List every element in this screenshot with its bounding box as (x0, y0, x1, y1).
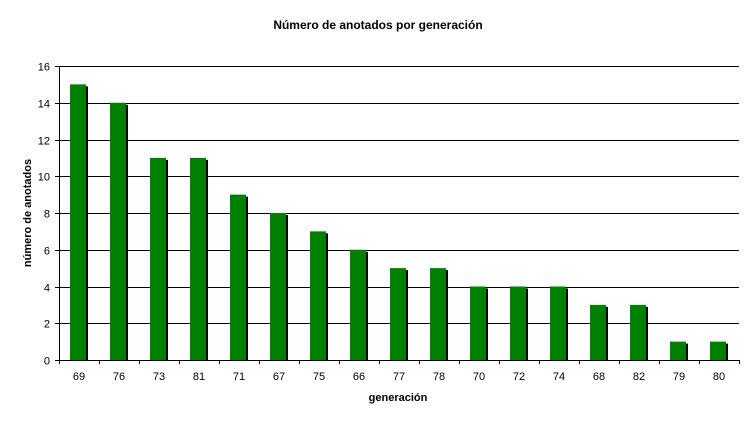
x-tick-labels: 69 76 73 81 71 67 75 66 77 78 70 72 74 68 82 79 80 (73, 371, 725, 383)
chart-title: Número de anotados por generación (273, 18, 482, 32)
x-tick-label: 78 (433, 371, 445, 383)
y-tick-label: 12 (38, 136, 50, 148)
y-tick-label: 14 (38, 99, 50, 111)
bar (670, 341, 686, 360)
y-tick-label: 4 (44, 283, 50, 295)
bar (430, 268, 446, 360)
y-tick-label: 2 (44, 319, 50, 331)
bar (230, 194, 246, 360)
bar (350, 249, 366, 360)
bar (470, 286, 486, 360)
y-tick-label: 8 (44, 209, 50, 221)
x-tick-label: 69 (73, 371, 85, 383)
x-tick-label: 76 (113, 371, 125, 383)
bar (630, 304, 646, 360)
bar (550, 286, 566, 360)
x-tick-label: 75 (313, 371, 325, 383)
bar (270, 213, 286, 360)
x-tick-label: 71 (233, 371, 245, 383)
x-tick-label: 70 (473, 371, 485, 383)
y-tick-label: 0 (44, 356, 50, 368)
bar (70, 84, 86, 360)
gridlines (59, 66, 739, 324)
y-tick-label: 16 (38, 62, 50, 74)
y-tick-labels: 0 2 4 6 8 10 12 14 16 (38, 62, 50, 368)
x-tick-label: 73 (153, 371, 165, 383)
axes (55, 66, 740, 364)
x-tick-label: 80 (713, 371, 725, 383)
x-tick-label: 74 (553, 371, 565, 383)
bar (150, 157, 166, 360)
y-tick-label: 6 (44, 246, 50, 258)
y-axis-label: número de anotados (22, 159, 34, 267)
bars (70, 84, 728, 360)
x-tick-label: 82 (633, 371, 645, 383)
bar (110, 102, 126, 360)
y-tick-label: 10 (38, 172, 50, 184)
x-tick-label: 72 (513, 371, 525, 383)
bar (710, 341, 726, 360)
x-tick-label: 81 (193, 371, 205, 383)
x-tick-label: 67 (273, 371, 285, 383)
bar (510, 286, 526, 360)
x-tick-label: 79 (673, 371, 685, 383)
x-tick-label: 77 (393, 371, 405, 383)
x-tick-label: 66 (353, 371, 365, 383)
bar (310, 231, 326, 360)
bar (390, 268, 406, 360)
bar (590, 304, 606, 360)
bar (190, 157, 206, 360)
x-tick-label: 68 (593, 371, 605, 383)
x-axis-label: generación (369, 392, 428, 404)
